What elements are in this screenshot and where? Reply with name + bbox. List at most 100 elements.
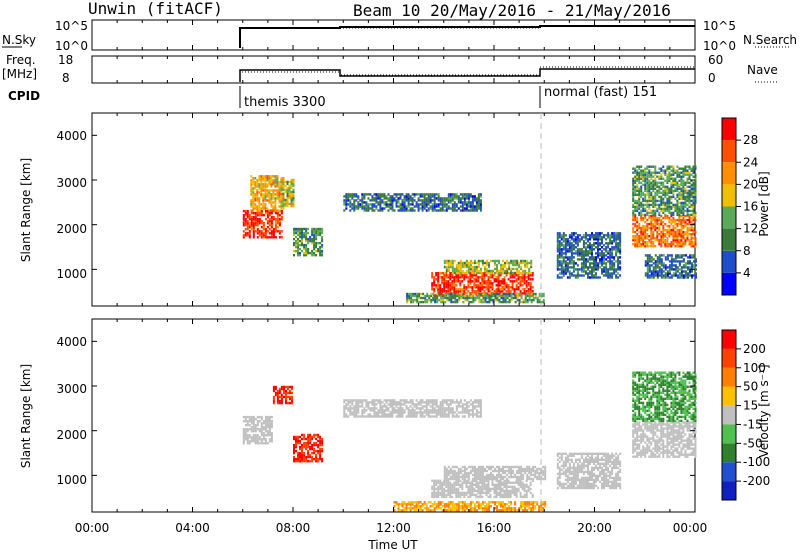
data-cell — [389, 399, 392, 402]
data-cell — [506, 296, 509, 300]
data-cell — [419, 203, 422, 206]
data-cell — [395, 409, 398, 412]
data-cell — [254, 418, 257, 421]
data-cell — [353, 205, 356, 208]
data-cell — [434, 298, 437, 302]
data-cell — [446, 298, 449, 302]
data-cell — [256, 195, 259, 198]
data-cell — [674, 189, 677, 192]
data-cell — [268, 212, 271, 215]
data-cell — [246, 220, 249, 223]
data-cell — [695, 268, 697, 271]
data-cell — [642, 205, 645, 209]
data-cell — [477, 491, 480, 495]
data-cell — [477, 280, 480, 283]
data-cell — [373, 403, 376, 406]
data-cell — [455, 495, 458, 499]
data-cell — [375, 415, 378, 418]
data-cell — [457, 401, 460, 404]
data-cell — [311, 447, 314, 451]
data-cell — [252, 234, 255, 237]
data-cell — [507, 491, 510, 495]
data-cell — [648, 165, 651, 168]
data-cell — [477, 205, 480, 208]
data-cell — [662, 169, 665, 172]
data-cell — [455, 269, 458, 273]
data-cell — [498, 269, 500, 273]
data-cell — [409, 207, 412, 210]
data-cell — [295, 441, 297, 445]
data-cell — [613, 248, 616, 251]
data-cell — [440, 296, 443, 300]
data-cell — [658, 233, 661, 236]
data-cell — [578, 248, 581, 251]
data-cell — [411, 401, 414, 404]
data-cell — [437, 409, 440, 412]
data-cell — [483, 485, 486, 488]
data-cell — [648, 207, 651, 211]
data-cell — [650, 218, 653, 222]
data-cell — [568, 276, 571, 279]
data-cell — [379, 205, 382, 208]
data-cell — [451, 401, 454, 404]
data-cell — [435, 491, 438, 495]
data-cell — [435, 495, 438, 499]
data-cell — [595, 272, 597, 275]
data-cell — [668, 226, 671, 230]
data-cell — [299, 235, 301, 239]
data-cell — [459, 269, 462, 273]
data-cell — [484, 300, 487, 304]
data-cell — [431, 399, 434, 402]
data-cell — [487, 489, 490, 493]
data-cell — [467, 276, 470, 279]
data-cell — [521, 276, 524, 279]
data-cell — [363, 205, 366, 208]
data-cell — [413, 509, 416, 512]
data-cell — [694, 179, 697, 182]
data-cell — [668, 272, 671, 275]
data-cell — [472, 300, 475, 304]
data-cell — [260, 189, 263, 192]
data-cell — [447, 261, 450, 265]
data-cell — [589, 248, 591, 251]
data-cell — [405, 399, 408, 402]
data-cell — [345, 205, 348, 208]
data-cell — [690, 193, 693, 196]
data-cell — [345, 193, 348, 196]
data-cell — [449, 485, 452, 488]
data-cell — [593, 268, 595, 271]
data-cell — [297, 247, 299, 251]
data-cell — [447, 282, 450, 285]
data-cell — [646, 235, 649, 238]
data-cell — [469, 203, 472, 206]
data-cell — [266, 207, 269, 210]
data-cell — [445, 199, 448, 202]
data-cell — [419, 199, 422, 202]
data-cell — [615, 236, 618, 239]
data-cell — [268, 422, 271, 425]
data-cell — [692, 185, 695, 188]
data-cell — [463, 495, 466, 499]
data-cell — [466, 294, 469, 298]
data-cell — [591, 246, 593, 249]
data-cell — [252, 430, 255, 433]
data-cell — [648, 191, 651, 194]
data-cell — [349, 411, 352, 414]
data-cell — [478, 298, 481, 302]
data-cell — [437, 195, 440, 198]
data-cell — [299, 227, 301, 231]
data-cell — [660, 191, 663, 194]
data-cell — [684, 189, 687, 192]
data-cell — [642, 241, 645, 244]
data-cell — [411, 203, 414, 206]
data-cell — [311, 239, 314, 243]
data-cell — [381, 409, 384, 412]
data-cell — [292, 178, 295, 182]
data-cell — [670, 173, 673, 176]
data-cell — [437, 495, 440, 499]
data-cell — [638, 187, 641, 190]
data-cell — [668, 195, 671, 199]
data-cell — [381, 407, 384, 410]
data-cell — [599, 242, 601, 245]
data-cell — [660, 230, 663, 234]
